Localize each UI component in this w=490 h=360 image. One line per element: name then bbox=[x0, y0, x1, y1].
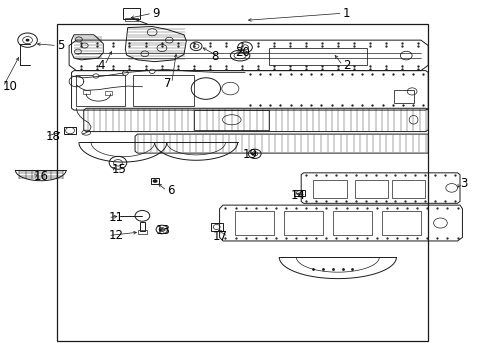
Text: 20: 20 bbox=[235, 46, 250, 59]
Bar bbox=[140, 222, 145, 231]
Text: 18: 18 bbox=[46, 130, 61, 143]
Circle shape bbox=[153, 179, 158, 183]
Bar bbox=[314, 180, 346, 198]
Bar bbox=[392, 180, 425, 198]
Text: 1: 1 bbox=[343, 7, 350, 20]
Bar bbox=[270, 48, 367, 65]
Bar bbox=[123, 8, 140, 19]
Text: 14: 14 bbox=[291, 189, 306, 202]
Bar bbox=[235, 211, 274, 234]
Circle shape bbox=[122, 71, 128, 75]
Bar bbox=[151, 178, 159, 184]
Bar bbox=[64, 127, 76, 134]
Circle shape bbox=[93, 74, 99, 78]
Text: 5: 5 bbox=[57, 39, 64, 52]
Bar bbox=[382, 211, 421, 234]
Text: 10: 10 bbox=[3, 80, 18, 93]
Text: 11: 11 bbox=[108, 211, 123, 224]
Bar bbox=[105, 91, 112, 95]
Text: 16: 16 bbox=[34, 170, 49, 183]
Text: 15: 15 bbox=[112, 163, 127, 176]
Circle shape bbox=[25, 39, 29, 41]
Text: 13: 13 bbox=[156, 224, 171, 237]
Bar bbox=[133, 75, 194, 107]
Bar bbox=[284, 211, 323, 234]
Circle shape bbox=[149, 69, 155, 73]
Text: 3: 3 bbox=[460, 177, 467, 190]
Text: 19: 19 bbox=[242, 148, 257, 161]
Bar bbox=[57, 24, 428, 341]
Bar bbox=[138, 230, 147, 234]
Bar bbox=[394, 90, 414, 103]
Text: 6: 6 bbox=[167, 184, 174, 197]
Text: 8: 8 bbox=[211, 50, 218, 63]
Circle shape bbox=[159, 227, 165, 231]
Bar bbox=[355, 180, 388, 198]
Bar bbox=[211, 223, 223, 231]
Text: 4: 4 bbox=[98, 59, 105, 72]
Text: 9: 9 bbox=[152, 7, 160, 20]
Text: 2: 2 bbox=[343, 59, 350, 72]
Bar bbox=[333, 211, 372, 234]
Bar bbox=[76, 75, 125, 107]
Text: 7: 7 bbox=[164, 77, 171, 90]
Bar bbox=[194, 110, 270, 130]
Bar bbox=[83, 90, 90, 94]
Text: 17: 17 bbox=[213, 230, 228, 243]
Bar bbox=[294, 190, 305, 196]
Bar bbox=[125, 18, 138, 22]
Text: 12: 12 bbox=[108, 229, 123, 242]
